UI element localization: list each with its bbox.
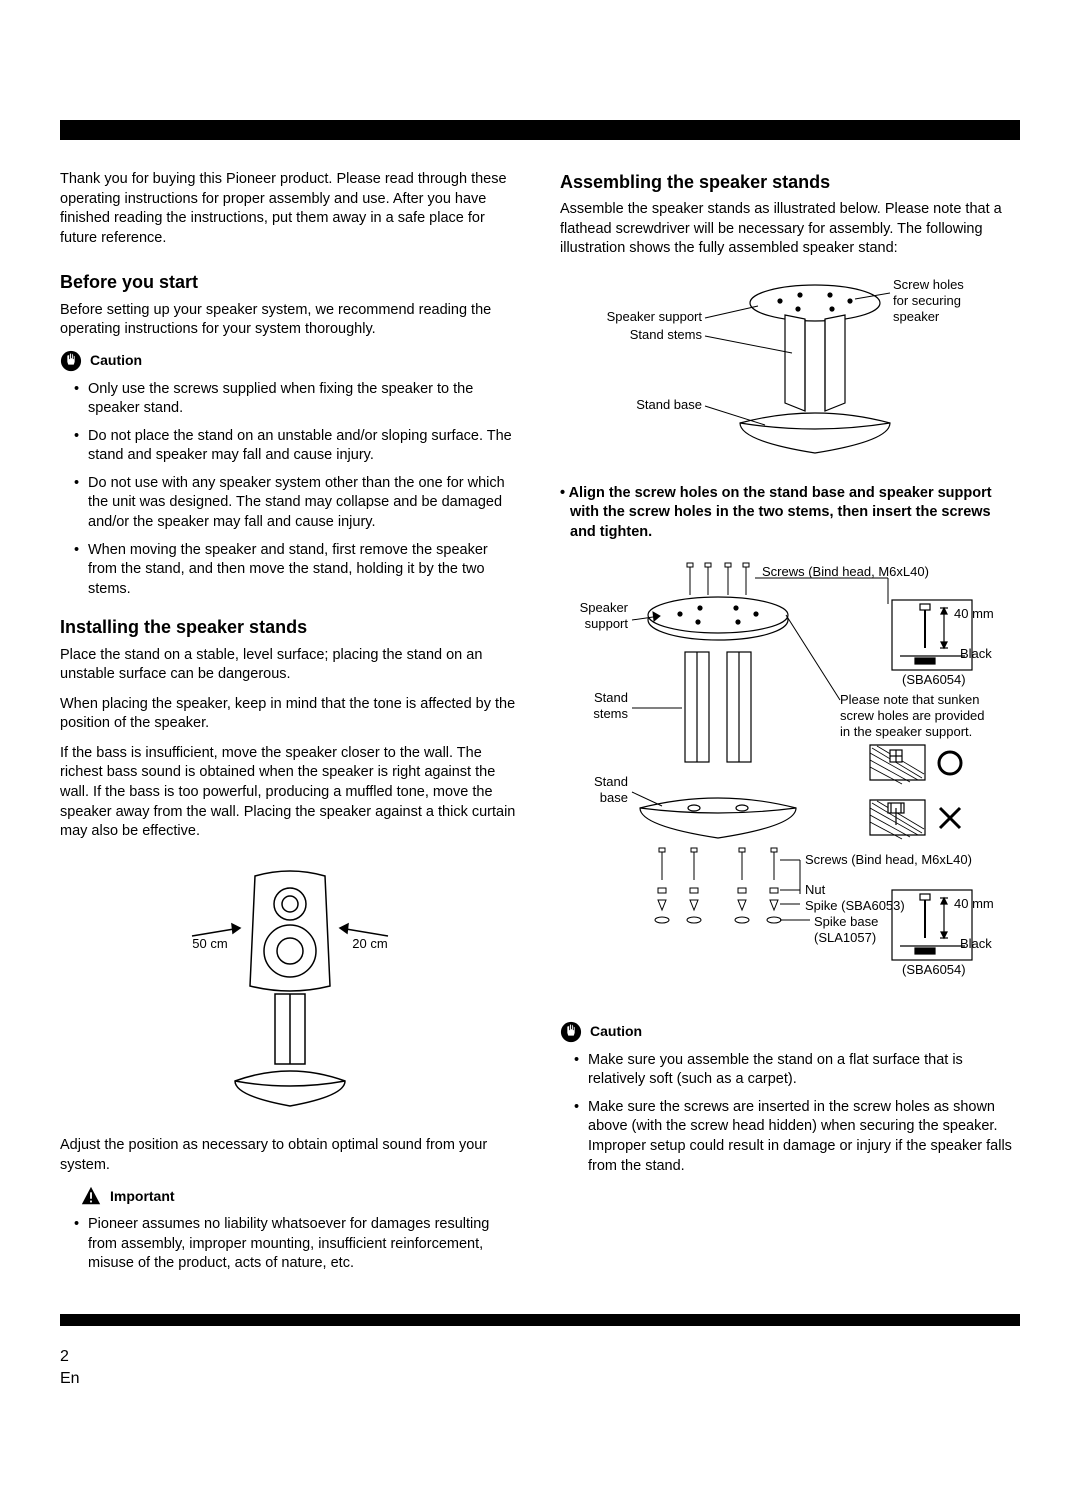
important-item: Pioneer assumes no liability whatsoever … (88, 1215, 520, 1274)
caution-item: Make sure you assemble the stand on a fl… (588, 1051, 1020, 1090)
label-screw-holes: speaker (893, 309, 940, 324)
hand-stop-icon (560, 1021, 582, 1043)
d2-nut: Nut (805, 882, 826, 897)
heading-before-you-start: Before you start (60, 270, 520, 294)
left-column: Thank you for buying this Pioneer produc… (60, 170, 520, 1284)
caution-label: Caution (90, 351, 142, 370)
page-lang: En (60, 1368, 1020, 1390)
d2-screws-top: Screws (Bind head, M6xL40) (762, 564, 929, 579)
d2-sba-bottom: (SBA6054) (902, 962, 966, 977)
install-para: If the bass is insufficient, move the sp… (60, 744, 520, 842)
d2-note: screw holes are provided (840, 708, 985, 723)
exploded-stand-figure: Speaker support Stand stems Stand base S… (560, 560, 1020, 1007)
d2-stand-stems: Stand (594, 690, 628, 705)
caution-item: Make sure the screws are inserted in the… (588, 1098, 1020, 1176)
d2-black-top: Black (960, 646, 992, 661)
d2-spike-base2: (SLA1057) (814, 930, 876, 945)
content-columns: Thank you for buying this Pioneer produc… (60, 170, 1020, 1284)
page-footer: 2 En (60, 1346, 1020, 1389)
d2-40mm-bottom: 40 mm (954, 896, 994, 911)
svg-text:stems: stems (593, 706, 628, 721)
assemble-lead: Assemble the speaker stands as illustrat… (560, 200, 1020, 259)
d2-spike: Spike (SBA6053) (805, 898, 905, 913)
d2-speaker-support: Speaker (580, 600, 629, 615)
right-column: Assembling the speaker stands Assemble t… (560, 170, 1020, 1284)
caution-item: Do not use with any speaker system other… (88, 474, 520, 533)
svg-text:support: support (585, 616, 629, 631)
heading-installing: Installing the speaker stands (60, 615, 520, 639)
page-number: 2 (60, 1346, 1020, 1368)
assemble-caution-callout: Caution (560, 1021, 1020, 1043)
right-dim-label: 20 cm (352, 936, 387, 951)
caution-item: When moving the speaker and stand, first… (88, 541, 520, 600)
bottom-rule (60, 1314, 1020, 1326)
caution-item: Only use the screws supplied when fixing… (88, 380, 520, 419)
label-speaker-support: Speaker support (607, 309, 703, 324)
assemble-bold-instruction: • Align the screw holes on the stand bas… (560, 484, 1020, 543)
d2-40mm-top: 40 mm (954, 606, 994, 621)
label-stand-base: Stand base (636, 397, 702, 412)
before-lead: Before setting up your speaker system, w… (60, 301, 520, 340)
svg-text:base: base (600, 790, 628, 805)
install-after: Adjust the position as necessary to obta… (60, 1136, 520, 1175)
speaker-placement-figure: 50 cm 20 cm (60, 856, 520, 1123)
left-dim-label: 50 cm (192, 936, 227, 951)
hand-stop-icon (60, 350, 82, 372)
d2-spike-base: Spike base (814, 914, 878, 929)
d2-screws-bottom: Screws (Bind head, M6xL40) (805, 852, 972, 867)
top-rule (60, 120, 1020, 140)
important-label: Important (110, 1187, 175, 1206)
assemble-caution-list: Make sure you assemble the stand on a fl… (560, 1051, 1020, 1176)
heading-assembling: Assembling the speaker stands (560, 170, 1020, 194)
install-para: When placing the speaker, keep in mind t… (60, 695, 520, 734)
d2-note: Please note that sunken (840, 692, 980, 707)
install-para: Place the stand on a stable, level surfa… (60, 646, 520, 685)
d2-note: in the speaker support. (840, 724, 972, 739)
label-stand-stems: Stand stems (630, 327, 703, 342)
caution-callout: Caution (60, 350, 520, 372)
label-screw-holes: Screw holes (893, 277, 964, 292)
caution-item: Do not place the stand on an unstable an… (88, 427, 520, 466)
important-callout: Important (80, 1185, 520, 1207)
d2-sba-top: (SBA6054) (902, 672, 966, 687)
d2-black-bottom: Black (960, 936, 992, 951)
warning-triangle-icon (80, 1185, 102, 1207)
label-screw-holes: for securing (893, 293, 961, 308)
important-list: Pioneer assumes no liability whatsoever … (60, 1215, 520, 1274)
before-caution-list: Only use the screws supplied when fixing… (60, 380, 520, 600)
caution-label: Caution (590, 1022, 642, 1041)
intro-paragraph: Thank you for buying this Pioneer produc… (60, 170, 520, 248)
assembled-stand-figure: Speaker support Stand stems Stand base S… (560, 273, 1020, 470)
d2-stand-base: Stand (594, 774, 628, 789)
